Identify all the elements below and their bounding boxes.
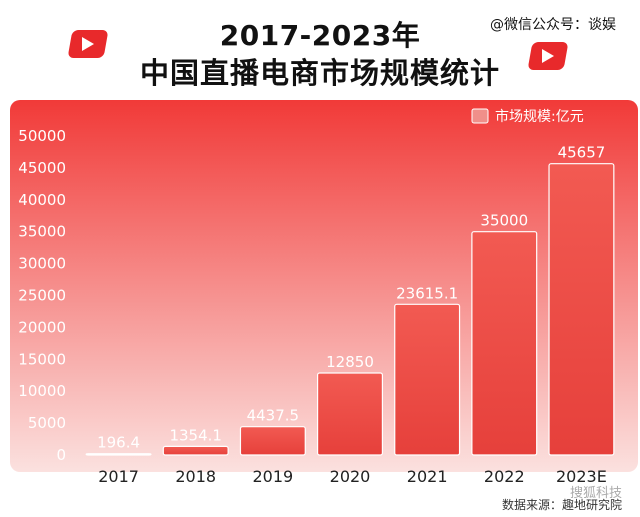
y-tick-label: 10000 [18, 382, 66, 400]
x-tick-label: 2023E [556, 467, 607, 486]
play-logo-icon [67, 30, 109, 58]
bar [239, 426, 306, 456]
data-source: 数据来源：趣地研究院 [501, 498, 622, 512]
wechat-watermark: @微信公众号：谈娱 [490, 17, 616, 33]
bar-series: 196.4 1354.1 4437.5 12850 23615.1 35000 45657 [85, 144, 615, 456]
x-tick-label: 2021 [407, 467, 448, 486]
x-tick-label: 2022 [484, 467, 525, 486]
chart-title: 2017-2023年 [219, 19, 421, 52]
bar-value-label: 23615.1 [396, 284, 458, 302]
bar [471, 231, 538, 456]
bar [162, 445, 229, 456]
legend: 市场规模:亿元 [471, 108, 584, 125]
play-logo-icon [527, 42, 569, 70]
y-tick-label: 5000 [28, 414, 66, 432]
x-tick-label: 2020 [330, 467, 371, 486]
x-axis: 2017 2018 2019 2020 2021 2022 2023E [98, 467, 607, 486]
bar [548, 163, 615, 456]
bar [85, 453, 152, 456]
sohu-watermark: 搜狐科技 [569, 486, 622, 501]
bar-value-label: 1354.1 [169, 426, 222, 444]
bar-value-label: 45657 [558, 144, 606, 162]
x-tick-label: 2018 [175, 467, 216, 486]
bar [394, 303, 461, 456]
y-tick-label: 40000 [18, 191, 66, 209]
y-tick-label: 25000 [18, 287, 66, 305]
y-tick-label: 50000 [18, 127, 66, 145]
y-tick-label: 20000 [18, 318, 66, 336]
legend-label: 市场规模:亿元 [495, 108, 584, 125]
bar-value-label: 4437.5 [247, 407, 300, 425]
x-tick-label: 2017 [98, 467, 139, 486]
legend-swatch [471, 108, 489, 124]
bar [317, 372, 384, 456]
y-tick-label: 35000 [18, 223, 66, 241]
x-tick-label: 2019 [252, 467, 293, 486]
y-axis: 0 5000 10000 15000 20000 25000 30000 35000 40000… [18, 127, 66, 464]
bar-value-label: 12850 [326, 353, 374, 371]
y-tick-label: 30000 [18, 255, 66, 273]
y-tick-label: 0 [56, 446, 66, 464]
bar-value-label: 35000 [480, 212, 528, 230]
bar-value-label: 196.4 [97, 434, 140, 452]
chart-subtitle: 中国直播电商市场规模统计 [139, 56, 500, 90]
y-tick-label: 45000 [18, 159, 66, 177]
y-tick-label: 15000 [18, 350, 66, 368]
